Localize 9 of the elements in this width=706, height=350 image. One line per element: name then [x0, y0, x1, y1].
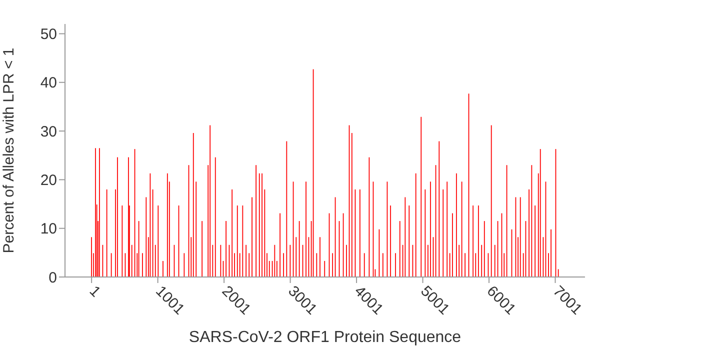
y-tick-label: 20	[40, 172, 57, 190]
x-tick-label: 1	[86, 282, 104, 301]
y-tick-label: 30	[40, 123, 57, 140]
y-tick-label: 40	[40, 74, 57, 92]
x-axis-title: SARS-CoV-2 ORF1 Protein Sequence	[188, 329, 462, 346]
y-tick-label: 0	[48, 269, 57, 286]
y-tick-label: 10	[40, 220, 57, 238]
y-axis-title: Percent of Alleles with LPR < 1	[0, 48, 18, 254]
y-tick-label: 50	[40, 26, 57, 44]
